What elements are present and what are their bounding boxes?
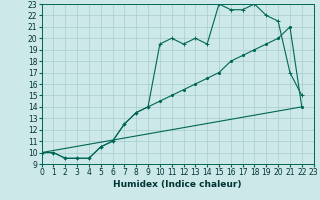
X-axis label: Humidex (Indice chaleur): Humidex (Indice chaleur)	[113, 180, 242, 189]
